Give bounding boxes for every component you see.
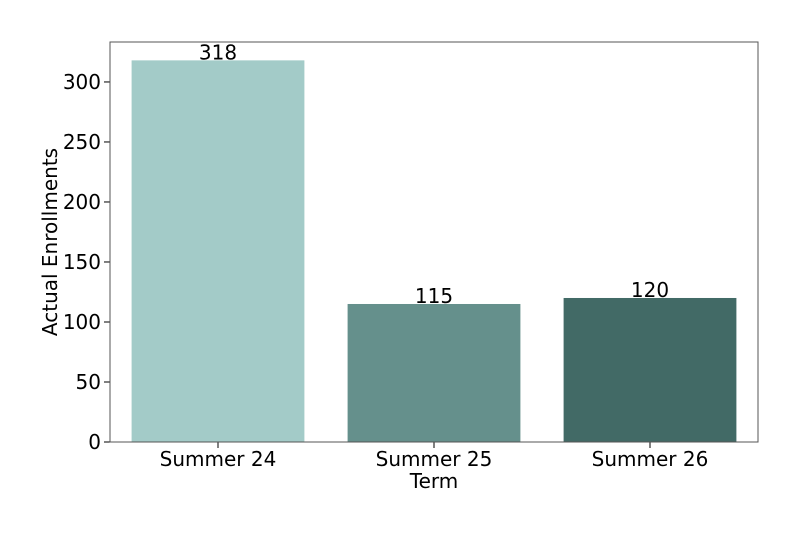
value-label: 318 xyxy=(199,40,237,64)
y-tick-label: 50 xyxy=(76,370,101,394)
y-axis-label: Actual Enrollments xyxy=(38,148,62,336)
y-tick-label: 100 xyxy=(63,310,101,334)
plot-frame xyxy=(109,41,759,443)
value-label: 115 xyxy=(415,284,453,308)
bar xyxy=(347,303,521,442)
y-tick-label: 250 xyxy=(63,130,101,154)
bar xyxy=(563,297,737,442)
bar xyxy=(131,60,305,442)
x-tick-label: Summer 26 xyxy=(592,447,709,471)
value-label: 120 xyxy=(631,278,669,302)
x-tick-label: Summer 25 xyxy=(376,447,493,471)
y-tick-label: 150 xyxy=(63,250,101,274)
y-tick-label: 200 xyxy=(63,190,101,214)
x-axis-label: Term xyxy=(409,469,458,493)
y-tick-label: 0 xyxy=(88,430,101,454)
y-tick-label: 300 xyxy=(63,70,101,94)
x-tick-label: Summer 24 xyxy=(160,447,277,471)
